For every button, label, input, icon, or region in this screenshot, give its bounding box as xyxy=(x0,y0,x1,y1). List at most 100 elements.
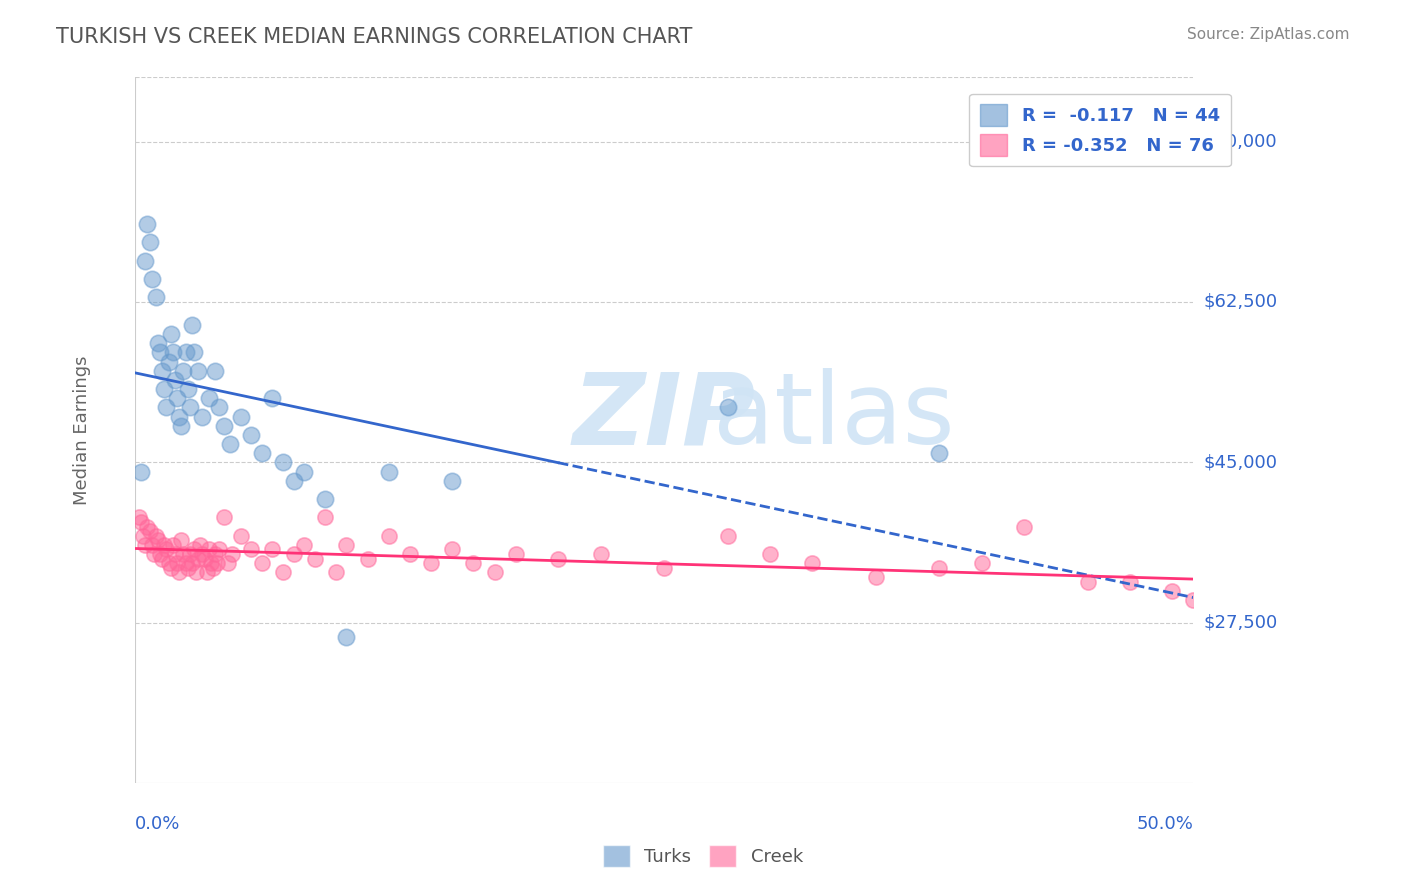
Legend: Turks, Creek: Turks, Creek xyxy=(596,838,810,874)
Point xyxy=(146,533,169,548)
Point xyxy=(187,364,209,378)
Point xyxy=(240,428,263,442)
Point xyxy=(250,446,273,460)
Legend: R =  -0.117   N = 44, R = -0.352   N = 76: R = -0.117 N = 44, R = -0.352 N = 76 xyxy=(970,94,1230,167)
Point xyxy=(150,364,173,378)
Point xyxy=(149,547,172,561)
Point xyxy=(283,547,305,561)
Text: TURKISH VS CREEK MEDIAN EARNINGS CORRELATION CHART: TURKISH VS CREEK MEDIAN EARNINGS CORRELA… xyxy=(56,27,693,46)
Text: Source: ZipAtlas.com: Source: ZipAtlas.com xyxy=(1187,27,1350,42)
Point xyxy=(128,510,150,524)
Point xyxy=(184,566,207,580)
Point xyxy=(204,364,226,378)
Point xyxy=(928,561,950,575)
Point xyxy=(195,566,218,580)
Point xyxy=(198,391,221,405)
Point xyxy=(183,345,205,359)
Point xyxy=(138,524,160,538)
Point xyxy=(1161,583,1184,598)
Point xyxy=(378,465,401,479)
Point xyxy=(1076,574,1098,589)
Point xyxy=(262,391,284,405)
Point xyxy=(212,510,235,524)
Point xyxy=(163,547,186,561)
Point xyxy=(174,345,197,359)
Point xyxy=(136,217,159,231)
Point xyxy=(157,556,180,570)
Point xyxy=(141,272,163,286)
Point xyxy=(229,529,252,543)
Point xyxy=(207,556,229,570)
Point xyxy=(219,437,242,451)
Point xyxy=(292,538,315,552)
Text: $27,500: $27,500 xyxy=(1204,614,1278,632)
Point xyxy=(250,556,273,570)
Point xyxy=(159,327,181,342)
Point xyxy=(1012,519,1035,533)
Point xyxy=(157,354,180,368)
Point xyxy=(378,529,401,543)
Point xyxy=(146,336,169,351)
Point xyxy=(172,364,194,378)
Point xyxy=(208,401,231,415)
Point xyxy=(716,529,738,543)
Point xyxy=(221,547,243,561)
Point xyxy=(314,491,336,506)
Point xyxy=(240,542,263,557)
Text: 0.0%: 0.0% xyxy=(135,815,180,833)
Point xyxy=(356,551,378,566)
Point xyxy=(420,556,443,570)
Point xyxy=(547,551,569,566)
Point xyxy=(153,382,176,396)
Point xyxy=(304,551,326,566)
Point xyxy=(174,556,197,570)
Point xyxy=(145,529,167,543)
Point xyxy=(335,538,357,552)
Point xyxy=(162,345,184,359)
Point xyxy=(149,345,172,359)
Point xyxy=(801,556,824,570)
Point xyxy=(155,542,177,557)
Point xyxy=(170,533,193,548)
Point xyxy=(129,515,152,529)
Point xyxy=(145,290,167,304)
Point xyxy=(142,547,165,561)
Point xyxy=(153,538,176,552)
Text: $45,000: $45,000 xyxy=(1204,453,1278,471)
Point xyxy=(229,409,252,424)
Point xyxy=(180,556,202,570)
Point xyxy=(198,542,221,557)
Point xyxy=(179,547,201,561)
Point xyxy=(217,556,239,570)
Text: atlas: atlas xyxy=(713,368,955,465)
Point xyxy=(180,318,202,332)
Point xyxy=(191,547,214,561)
Point xyxy=(134,538,156,552)
Point xyxy=(162,538,184,552)
Point xyxy=(176,382,198,396)
Text: $80,000: $80,000 xyxy=(1204,133,1278,151)
Point xyxy=(170,418,193,433)
Point xyxy=(183,542,205,557)
Point xyxy=(159,561,181,575)
Point xyxy=(129,465,152,479)
Point xyxy=(141,538,163,552)
Point xyxy=(271,455,294,469)
Point xyxy=(191,409,214,424)
Text: Median Earnings: Median Earnings xyxy=(73,356,91,505)
Point xyxy=(187,551,209,566)
Point xyxy=(1204,602,1226,616)
Point xyxy=(262,542,284,557)
Point xyxy=(212,418,235,433)
Point xyxy=(505,547,527,561)
Point xyxy=(463,556,485,570)
Point xyxy=(155,401,177,415)
Point xyxy=(194,551,217,566)
Point xyxy=(204,547,226,561)
Point xyxy=(166,391,188,405)
Text: ZIP: ZIP xyxy=(572,368,755,465)
Point xyxy=(134,253,156,268)
Point xyxy=(138,235,160,250)
Point xyxy=(163,373,186,387)
Point xyxy=(399,547,422,561)
